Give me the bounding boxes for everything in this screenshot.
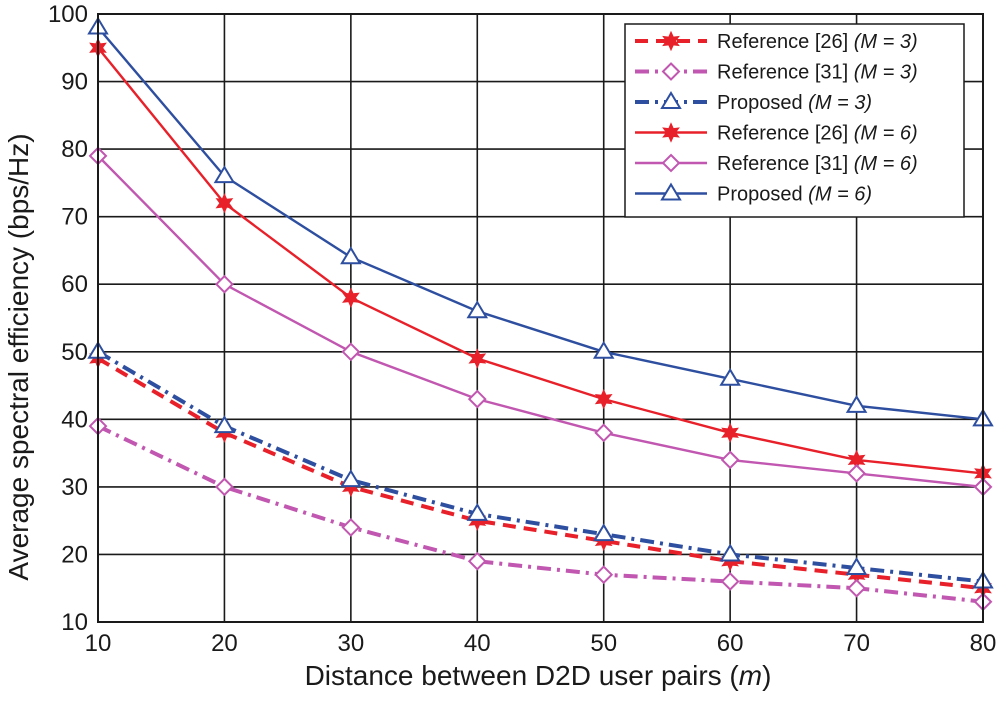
data-point xyxy=(719,543,741,562)
y-tick-label: 100 xyxy=(48,1,88,28)
legend-series-param: (M = 3) xyxy=(808,92,872,114)
data-point xyxy=(215,192,234,214)
tick-labels: 10 20 30 40 50 60 70 80 10 20 30 40 50 60 70 80 90 100 xyxy=(48,1,996,657)
legend-series-name: Proposed xyxy=(717,184,808,206)
legend-label: Reference [31] (M = 3) xyxy=(717,62,918,84)
series-line xyxy=(97,26,984,421)
legend-entry: Reference [26] (M = 3) xyxy=(635,30,918,53)
data-point xyxy=(845,557,868,575)
series-line xyxy=(96,356,984,591)
legend-series-param: (M = 6) xyxy=(854,153,918,175)
legend-marker xyxy=(662,122,680,143)
y-tick-label: 30 xyxy=(61,474,88,501)
data-point xyxy=(847,463,866,483)
data-point xyxy=(342,287,360,308)
y-tick-label: 80 xyxy=(61,136,88,163)
legend-marker xyxy=(661,153,681,173)
legend-series-name: Reference [26] xyxy=(717,123,854,145)
data-point xyxy=(721,422,739,444)
legend-series-param: (M = 3) xyxy=(854,31,918,53)
series-line xyxy=(96,350,984,584)
x-axis-unit: m xyxy=(739,660,762,691)
data-point xyxy=(466,300,489,319)
y-tick-label: 60 xyxy=(61,271,88,298)
legend-series-param: (M = 3) xyxy=(854,62,918,84)
legend-entry: Proposed (M = 3) xyxy=(635,91,872,114)
legend-marker xyxy=(662,30,680,52)
x-tick-label: 60 xyxy=(717,630,744,657)
data-point xyxy=(594,388,613,410)
plot-frame xyxy=(97,13,984,623)
y-axis-label: Average spectral efficiency (bps/Hz) xyxy=(3,133,34,580)
series-line xyxy=(97,47,984,475)
x-tick-label: 10 xyxy=(85,630,112,657)
data-point xyxy=(467,389,487,409)
data-point xyxy=(341,518,361,537)
x-tick-label: 20 xyxy=(211,630,238,657)
legend-marker xyxy=(661,62,681,81)
data-point xyxy=(720,572,740,591)
data-point xyxy=(592,340,615,359)
legend-entry: Proposed (M = 6) xyxy=(635,182,872,206)
x-tick-label: 30 xyxy=(338,630,365,657)
data-point xyxy=(213,415,236,434)
data-point xyxy=(594,423,614,443)
y-tick-label: 10 xyxy=(61,609,88,636)
y-tick-label: 20 xyxy=(61,541,88,568)
data-point xyxy=(719,367,741,386)
legend-entry: Reference [31] (M = 6) xyxy=(635,153,918,175)
legend-label: Proposed (M = 6) xyxy=(717,184,872,206)
legend-label: Reference [26] (M = 6) xyxy=(717,123,918,145)
y-tick-label: 50 xyxy=(61,339,88,366)
x-tick-label: 70 xyxy=(843,630,870,657)
legend-marker xyxy=(660,182,682,201)
legend-entry: Reference [26] (M = 6) xyxy=(635,122,918,145)
data-point xyxy=(466,502,489,521)
legend-box xyxy=(624,23,965,218)
series-line xyxy=(97,155,984,489)
legend-series-name: Reference [31] xyxy=(717,153,854,175)
x-axis-label-text: Distance between D2D user pairs xyxy=(305,660,722,691)
legend-series-name: Reference [26] xyxy=(717,31,854,53)
data-point xyxy=(592,523,615,542)
data-point xyxy=(213,165,236,184)
data-point xyxy=(215,274,234,294)
data-point xyxy=(341,342,361,362)
legend-label: Reference [26] (M = 3) xyxy=(717,31,918,53)
data-point xyxy=(720,450,740,470)
data-point xyxy=(215,477,234,497)
x-tick-label: 80 xyxy=(970,630,997,657)
series-6 xyxy=(87,16,994,427)
x-tick-label: 40 xyxy=(464,630,491,657)
data-point xyxy=(340,246,362,265)
legend-entry: Reference [31] (M = 3) xyxy=(635,62,918,84)
legend-label: Proposed (M = 3) xyxy=(717,92,872,114)
data-point xyxy=(340,469,362,488)
x-axis-label: Distance between D2D user pairs (m) xyxy=(305,660,772,691)
data-point xyxy=(468,348,487,369)
x-tick-label: 50 xyxy=(590,630,617,657)
legend-series-param: (M = 6) xyxy=(854,123,918,145)
y-tick-label: 90 xyxy=(61,69,88,96)
series-5 xyxy=(88,146,993,497)
series-line xyxy=(97,424,984,604)
legend-series-param: (M = 6) xyxy=(808,184,872,206)
legend-marker xyxy=(660,91,682,109)
data-point xyxy=(467,551,487,571)
y-tick-label: 70 xyxy=(61,204,88,231)
legend-series-name: Proposed xyxy=(717,92,808,114)
data-point xyxy=(845,394,868,413)
legend-series-name: Reference [31] xyxy=(717,62,854,84)
legend: Reference [26] (M = 3)Reference [31] (M … xyxy=(624,23,965,218)
data-point xyxy=(594,565,614,585)
legend-label: Reference [31] (M = 6) xyxy=(717,153,918,175)
data-point xyxy=(847,578,866,598)
y-tick-label: 40 xyxy=(61,406,88,433)
